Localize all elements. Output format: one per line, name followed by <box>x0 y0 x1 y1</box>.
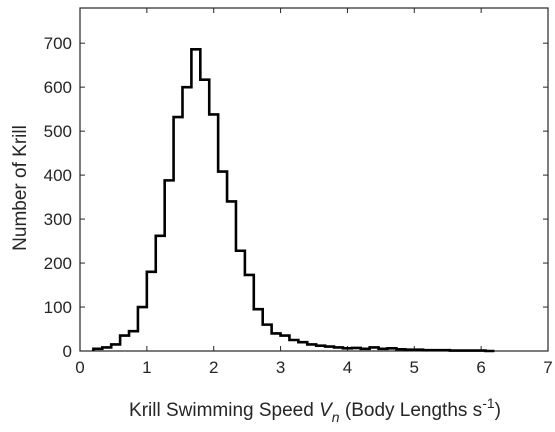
y-tick-label: 400 <box>44 166 72 185</box>
plot-frame <box>80 8 548 351</box>
x-tick-label: 2 <box>209 358 218 377</box>
histogram-bin <box>298 342 307 351</box>
histogram-bin <box>289 340 298 351</box>
y-tick-label: 600 <box>44 78 72 97</box>
histogram-bin <box>120 336 129 351</box>
histogram-bin <box>272 333 281 351</box>
plot-box <box>80 8 548 351</box>
x-tick-label: 7 <box>543 358 552 377</box>
x-axis-title-prefix: Krill Swimming Speed <box>129 400 319 421</box>
y-tick-label: 200 <box>44 254 72 273</box>
x-tick-label: 0 <box>75 358 84 377</box>
y-axis-title: Number of Krill <box>10 125 31 251</box>
histogram-bin <box>156 236 165 351</box>
histogram-outline <box>93 49 494 351</box>
x-tick-label: 1 <box>142 358 151 377</box>
histogram-bin <box>200 80 209 351</box>
x-tick-label: 3 <box>276 358 285 377</box>
histogram-bin <box>254 309 263 351</box>
histogram-series <box>93 49 494 351</box>
histogram-bin <box>147 272 156 351</box>
x-tick-label: 5 <box>410 358 419 377</box>
x-tick-label: 6 <box>476 358 485 377</box>
histogram-bin <box>281 336 290 351</box>
x-axis-title-subscript: n <box>332 409 340 425</box>
x-axis: 0 1 2 3 4 5 6 7 <box>75 8 552 377</box>
histogram-bin <box>165 180 174 351</box>
y-tick-label: 300 <box>44 210 72 229</box>
histogram-bin <box>263 325 272 351</box>
x-axis-title-middle: (Body Lengths s <box>340 400 483 421</box>
y-tick-label: 100 <box>44 298 72 317</box>
y-tick-label: 500 <box>44 122 72 141</box>
histogram-bin <box>236 251 245 351</box>
histogram-bin <box>191 49 200 351</box>
x-axis-title-suffix: ) <box>495 400 501 421</box>
histogram-bin <box>138 307 147 351</box>
y-tick-label: 700 <box>44 34 72 53</box>
histogram-bin <box>218 172 227 351</box>
x-tick-label: 4 <box>343 358 352 377</box>
histogram-bin <box>209 114 218 351</box>
y-axis: 0 100 200 300 400 500 600 700 <box>44 34 548 361</box>
histogram-bin <box>227 201 236 351</box>
histogram-bin <box>182 87 191 351</box>
x-axis-title-superscript: -1 <box>482 395 495 411</box>
histogram-bin <box>174 117 183 351</box>
histogram-bin <box>245 275 254 351</box>
histogram-bin <box>129 331 138 351</box>
x-axis-title: Krill Swimming Speed Vn (Body Lengths s-… <box>129 395 501 425</box>
y-tick-label: 0 <box>63 342 72 361</box>
